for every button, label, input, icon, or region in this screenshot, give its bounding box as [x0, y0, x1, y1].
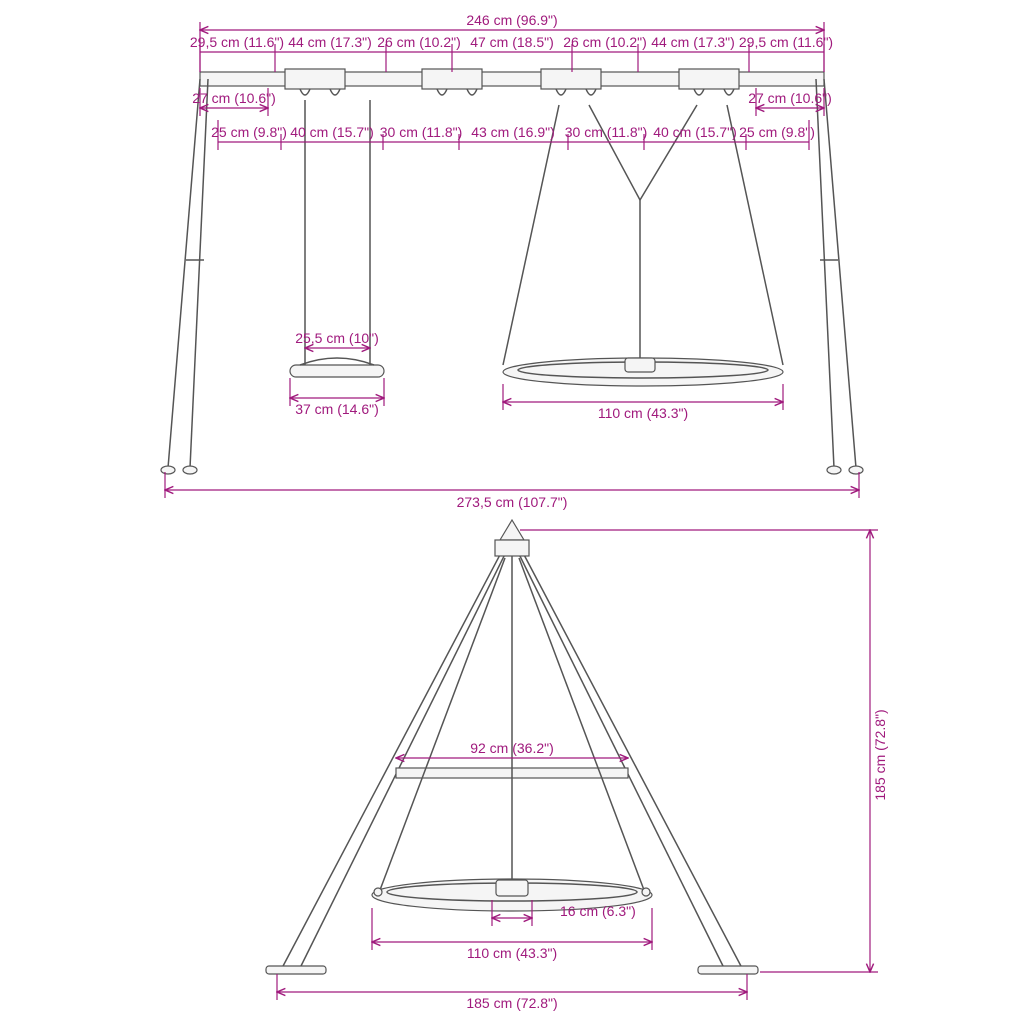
- dim-center-gap: 16 cm (6.3"): [560, 903, 636, 919]
- leg: [824, 79, 856, 468]
- svg-text:43 cm (16.9"): 43 cm (16.9"): [471, 124, 555, 140]
- dim-nest-top: 110 cm (43.3"): [598, 405, 688, 421]
- svg-text:44 cm (17.3"): 44 cm (17.3"): [651, 34, 735, 50]
- svg-text:47 cm (18.5"): 47 cm (18.5"): [470, 34, 554, 50]
- svg-text:44 cm (17.3"): 44 cm (17.3"): [288, 34, 372, 50]
- dim-nest-bottom: 110 cm (43.3"): [467, 945, 557, 961]
- svg-text:29,5 cm (11.6"): 29,5 cm (11.6"): [190, 34, 284, 50]
- dim-27-left: 27 cm (10.6"): [192, 90, 276, 106]
- bracket: [679, 69, 739, 89]
- bracket: [285, 69, 345, 89]
- svg-text:25 cm (9.8"): 25 cm (9.8"): [739, 124, 815, 140]
- nest-rope: [727, 105, 783, 365]
- svg-text:26 cm (10.2"): 26 cm (10.2"): [563, 34, 647, 50]
- bracket: [541, 69, 601, 89]
- dim-base-width: 185 cm (72.8"): [466, 995, 557, 1011]
- svg-text:29,5 cm (11.6"): 29,5 cm (11.6"): [739, 34, 833, 50]
- svg-text:26 cm (10.2"): 26 cm (10.2"): [377, 34, 461, 50]
- leg: [816, 79, 834, 468]
- dim-row2: 29,5 cm (11.6") 44 cm (17.3") 26 cm (10.…: [190, 34, 833, 72]
- svg-text:30 cm (11.8"): 30 cm (11.8"): [380, 124, 463, 140]
- svg-text:30 cm (11.8"): 30 cm (11.8"): [565, 124, 648, 140]
- leg: [190, 79, 208, 468]
- swing-seat: [290, 365, 384, 377]
- dim-total-beam: 246 cm (96.9"): [466, 12, 557, 28]
- dim-total-width: 273,5 cm (107.7"): [457, 494, 568, 510]
- dim-crossbar: 92 cm (36.2"): [470, 740, 554, 756]
- dim-height: 185 cm (72.8"): [872, 709, 888, 800]
- svg-text:40 cm (15.7"): 40 cm (15.7"): [290, 124, 374, 140]
- dim-seat-inner: 25,5 cm (10"): [295, 330, 379, 346]
- svg-text:25 cm (9.8"): 25 cm (9.8"): [211, 124, 287, 140]
- dim-seat-outer: 37 cm (14.6"): [295, 401, 379, 417]
- dim-row4: 25 cm (9.8") 40 cm (15.7") 30 cm (11.8")…: [211, 120, 815, 150]
- svg-text:40 cm (15.7"): 40 cm (15.7"): [653, 124, 737, 140]
- nest-rope: [503, 105, 559, 365]
- leg: [168, 79, 200, 468]
- dim-27-right: 27 cm (10.6"): [748, 90, 832, 106]
